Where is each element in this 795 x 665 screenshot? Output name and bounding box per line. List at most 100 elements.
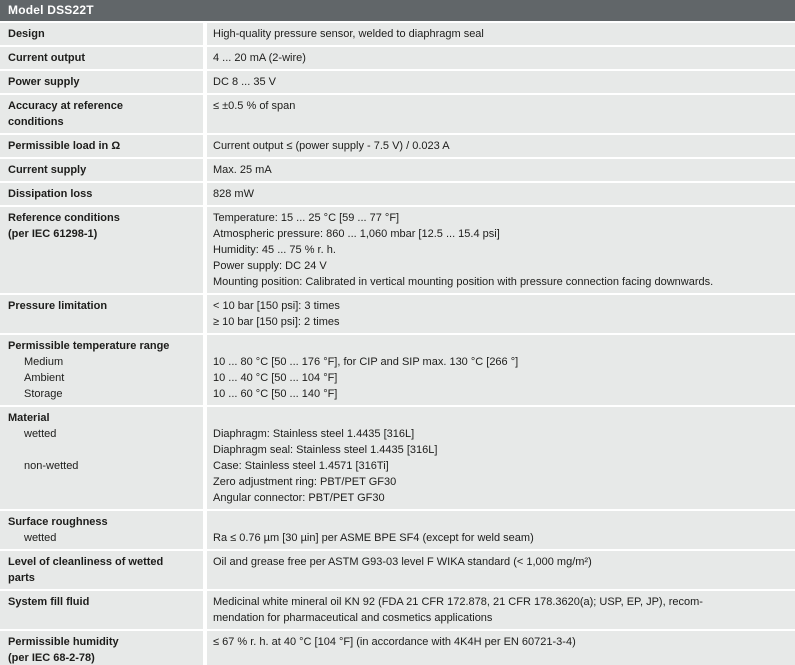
spec-value-line: Zero adjustment ring: PBT/PET GF30 — [213, 476, 397, 488]
spec-label-column: Current supply — [0, 159, 203, 181]
spec-value-line — [213, 338, 791, 354]
spec-label-column: Material wetted non-wetted — [0, 407, 203, 509]
spec-row: Permissible load in Ω Current output ≤ (p… — [0, 135, 795, 157]
spec-label-column: Design — [0, 23, 203, 45]
spec-label-line: Level of cleanliness of wetted — [8, 556, 164, 568]
spec-label-line: conditions — [8, 116, 64, 128]
model-header-bar: Model DSS22T — [0, 0, 795, 21]
spec-label-line: Permissible load in Ω — [8, 140, 121, 152]
spec-value-line — [213, 410, 791, 426]
spec-value-column: Temperature: 15 ... 25 °C [59 ... 77 °F]… — [207, 207, 795, 293]
spec-value-line: Max. 25 mA — [213, 164, 272, 176]
spec-row: Design High-quality pressure sensor, weld… — [0, 23, 795, 45]
spec-label-line — [8, 442, 203, 458]
spec-value-column: Diaphragm: Stainless steel 1.4435 [316L]… — [207, 407, 795, 509]
spec-value-line: Power supply: DC 24 V — [213, 260, 327, 272]
spec-value-column: DC 8 ... 35 V — [207, 71, 795, 93]
spec-value-column: Medicinal white mineral oil KN 92 (FDA 2… — [207, 591, 795, 629]
spec-label-column: System fill fluid — [0, 591, 203, 629]
spec-row: Permissible temperature range Medium Ambie… — [0, 335, 795, 405]
spec-row: Level of cleanliness of wetted parts Oil a… — [0, 551, 795, 589]
spec-row: Pressure limitation < 10 bar [150 psi]: 3… — [0, 295, 795, 333]
spec-row: Accuracy at reference conditions ≤ ±0.5 % … — [0, 95, 795, 133]
spec-value-column: < 10 bar [150 psi]: 3 times ≥ 10 bar [150… — [207, 295, 795, 333]
spec-row: Material wetted non-wetted Diaphragm: Stain… — [0, 407, 795, 509]
spec-row: Dissipation loss 828 mW — [0, 183, 795, 205]
spec-value-line: Atmospheric pressure: 860 ... 1,060 mbar… — [213, 228, 500, 240]
spec-value-line: < 10 bar [150 psi]: 3 times — [213, 300, 340, 312]
spec-value-column: Oil and grease free per ASTM G93-03 leve… — [207, 551, 795, 589]
spec-label-line: parts — [8, 572, 35, 584]
model-title: Model DSS22T — [8, 3, 94, 17]
spec-value-line: Medicinal white mineral oil KN 92 (FDA 2… — [213, 596, 703, 608]
spec-value-line — [213, 650, 791, 665]
spec-value-line: ≤ 67 % r. h. at 40 °C [104 °F] (in accor… — [213, 636, 576, 648]
spec-value-line: 10 ... 80 °C [50 ... 176 °F], for CIP an… — [213, 356, 519, 368]
spec-label-line: (per IEC 68-2-78) — [8, 652, 95, 664]
spec-label-line: Reference conditions — [8, 212, 120, 224]
spec-value-line: ≤ ±0.5 % of span — [213, 100, 296, 112]
spec-label-column: Pressure limitation — [0, 295, 203, 333]
spec-value-column: 828 mW — [207, 183, 795, 205]
spec-label-line: non-wetted — [24, 460, 79, 472]
spec-label-line: Dissipation loss — [8, 188, 93, 200]
spec-row: System fill fluid Medicinal white mineral… — [0, 591, 795, 629]
spec-label-line: Medium — [24, 356, 64, 368]
spec-value-line: Case: Stainless steel 1.4571 [316Ti] — [213, 460, 389, 472]
spec-label-line: Current output — [8, 52, 85, 64]
spec-value-line: ≥ 10 bar [150 psi]: 2 times — [213, 316, 340, 328]
spec-row: Current supply Max. 25 mA — [0, 159, 795, 181]
spec-value-column: Current output ≤ (power supply - 7.5 V) … — [207, 135, 795, 157]
spec-label-line: Permissible temperature range — [8, 340, 170, 352]
spec-row: Power supply DC 8 ... 35 V — [0, 71, 795, 93]
spec-value-line — [213, 570, 791, 586]
spec-value-line: Current output ≤ (power supply - 7.5 V) … — [213, 140, 450, 152]
spec-value-line: 4 ... 20 mA (2-wire) — [213, 52, 306, 64]
spec-value-line: DC 8 ... 35 V — [213, 76, 276, 88]
spec-label-line: Storage — [24, 388, 63, 400]
spec-value-line: Humidity: 45 ... 75 % r. h. — [213, 244, 336, 256]
spec-value-column: 10 ... 80 °C [50 ... 176 °F], for CIP an… — [207, 335, 795, 405]
spec-label-column: Accuracy at reference conditions — [0, 95, 203, 133]
spec-label-line: wetted — [24, 532, 57, 544]
spec-row: Current output 4 ... 20 mA (2-wire) — [0, 47, 795, 69]
spec-value-line: 10 ... 40 °C [50 ... 104 °F] — [213, 372, 338, 384]
spec-value-line: Angular connector: PBT/PET GF30 — [213, 492, 385, 504]
spec-label-line: Permissible humidity — [8, 636, 119, 648]
spec-label-line: (per IEC 61298-1) — [8, 228, 98, 240]
spec-value-line: Ra ≤ 0.76 µm [30 µin] per ASME BPE SF4 (… — [213, 532, 534, 544]
spec-value-column: Ra ≤ 0.76 µm [30 µin] per ASME BPE SF4 (… — [207, 511, 795, 549]
spec-label-line: Design — [8, 28, 45, 40]
spec-label-column: Surface roughness wetted — [0, 511, 203, 549]
spec-value-line: 10 ... 60 °C [50 ... 140 °F] — [213, 388, 338, 400]
spec-value-line: 828 mW — [213, 188, 254, 200]
spec-label-column: Level of cleanliness of wetted parts — [0, 551, 203, 589]
spec-row: Reference conditions (per IEC 61298-1) Tem… — [0, 207, 795, 293]
spec-value-column: ≤ ±0.5 % of span — [207, 95, 795, 133]
spec-value-column: High-quality pressure sensor, welded to … — [207, 23, 795, 45]
spec-value-line: Diaphragm seal: Stainless steel 1.4435 [… — [213, 444, 438, 456]
spec-label-column: Current output — [0, 47, 203, 69]
spec-label-column: Permissible humidity (per IEC 68-2-78) — [0, 631, 203, 665]
spec-row: Surface roughness wetted Ra ≤ 0.76 µm [30 … — [0, 511, 795, 549]
spec-label-column: Permissible load in Ω — [0, 135, 203, 157]
spec-value-column: 4 ... 20 mA (2-wire) — [207, 47, 795, 69]
spec-label-line: Pressure limitation — [8, 300, 108, 312]
spec-value-line: Temperature: 15 ... 25 °C [59 ... 77 °F] — [213, 212, 400, 224]
spec-label-line: Material — [8, 412, 50, 424]
spec-label-line: Power supply — [8, 76, 80, 88]
spec-row: Permissible humidity (per IEC 68-2-78) ≤ 6… — [0, 631, 795, 665]
spec-label-column: Power supply — [0, 71, 203, 93]
spec-label-line: Ambient — [24, 372, 65, 384]
spec-label-column: Dissipation loss — [0, 183, 203, 205]
spec-value-line: Diaphragm: Stainless steel 1.4435 [316L] — [213, 428, 415, 440]
spec-value-line: Mounting position: Calibrated in vertica… — [213, 276, 714, 288]
spec-value-line: mendation for pharmaceutical and cosmeti… — [213, 612, 493, 624]
spec-label-line: wetted — [24, 428, 57, 440]
spec-value-line: High-quality pressure sensor, welded to … — [213, 28, 484, 40]
spec-value-column: Max. 25 mA — [207, 159, 795, 181]
spec-value-column: ≤ 67 % r. h. at 40 °C [104 °F] (in accor… — [207, 631, 795, 665]
spec-value-line: Oil and grease free per ASTM G93-03 leve… — [213, 556, 592, 568]
